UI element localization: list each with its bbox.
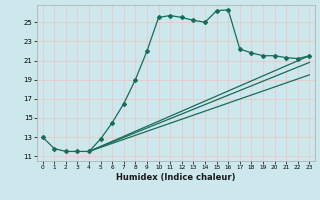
X-axis label: Humidex (Indice chaleur): Humidex (Indice chaleur) <box>116 173 236 182</box>
